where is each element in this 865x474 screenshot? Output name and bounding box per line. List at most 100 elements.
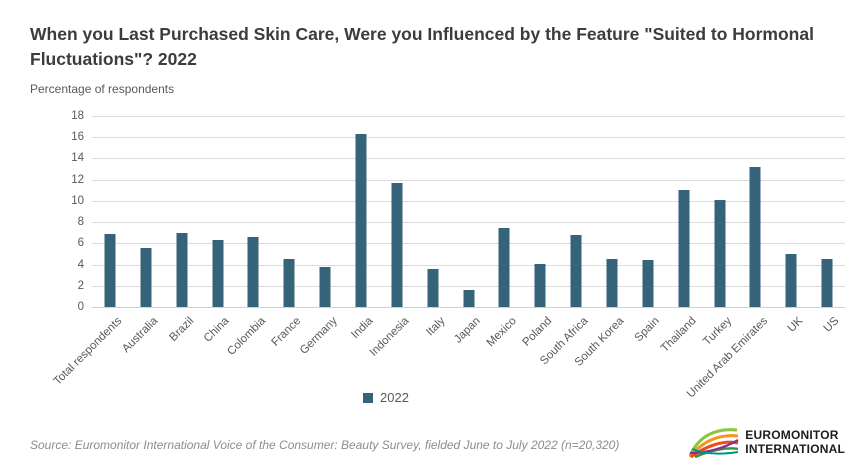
y-tick-label-12: 12: [71, 173, 84, 186]
gridline-2: [92, 285, 845, 287]
x-label-india: India: [349, 315, 376, 342]
bar-total-respondents: [104, 233, 116, 307]
euromonitor-logo: EUROMONITOR INTERNATIONAL: [689, 427, 845, 458]
x-label-slot: Mexico: [484, 308, 522, 418]
y-tick-label-0: 0: [77, 301, 84, 313]
x-label-slot: Thailand: [658, 308, 702, 418]
x-label-slot: South Korea: [573, 308, 630, 418]
bar-germany: [319, 266, 331, 307]
bar-slot: [451, 116, 487, 307]
x-label-slot: Brazil: [164, 308, 200, 418]
bar-series: [92, 116, 845, 307]
x-label-us: US: [821, 315, 842, 335]
bar-slot: [271, 116, 307, 307]
bar-poland: [534, 263, 546, 307]
bar-thailand: [678, 190, 690, 307]
x-label-slot: Germany: [298, 308, 343, 418]
bar-slot: [486, 116, 522, 307]
euromonitor-logo-text: EUROMONITOR INTERNATIONAL: [745, 428, 845, 456]
bar-slot: [164, 116, 200, 307]
bar-slot: [128, 116, 164, 307]
bar-spain: [642, 260, 654, 307]
gridline-10: [92, 200, 845, 202]
bar-slot: [594, 116, 630, 307]
bar-south-africa: [570, 234, 582, 307]
bar-slot: [702, 116, 738, 307]
bar-slot: [235, 116, 271, 307]
gridline-18: [92, 116, 845, 117]
bar-mexico: [498, 228, 510, 307]
y-tick-label-4: 4: [77, 258, 84, 271]
bar-uk: [785, 253, 797, 307]
x-label-poland: Poland: [520, 315, 555, 349]
x-label-slot: Italy: [415, 308, 451, 418]
gridline-8: [92, 222, 845, 224]
source-note: Source: Euromonitor International Voice …: [30, 438, 620, 452]
bar-south-korea: [606, 259, 618, 307]
bar-france: [283, 259, 295, 307]
logo-line2: INTERNATIONAL: [745, 441, 845, 456]
euromonitor-arcs-icon: [689, 428, 739, 458]
bar-slot: [737, 116, 773, 307]
gridline-14: [92, 158, 845, 160]
gridline-16: [92, 137, 845, 139]
y-tick-label-18: 18: [71, 110, 84, 122]
bar-slot: [92, 116, 128, 307]
bar-colombia: [247, 236, 259, 307]
y-axis: 18 16 14 12 10 8 6 4 2 0: [52, 110, 84, 313]
plot-area: [92, 116, 845, 308]
x-label-slot: Spain: [630, 308, 666, 418]
chart-subtitle: Percentage of respondents: [30, 82, 175, 96]
bar-slot: [773, 116, 809, 307]
x-label-slot: Total respondents: [52, 308, 128, 418]
x-label-japan: Japan: [452, 315, 484, 346]
bar-slot: [200, 116, 236, 307]
bar-india: [355, 134, 367, 307]
y-tick-label-14: 14: [71, 152, 84, 165]
x-label-france: France: [269, 315, 304, 349]
x-axis-labels: Total respondents Australia Brazil China Col…: [52, 308, 845, 418]
bar-china: [212, 240, 223, 307]
y-tick-label-8: 8: [77, 216, 84, 229]
y-tick-label-2: 2: [77, 279, 84, 292]
bar-indonesia: [391, 182, 403, 307]
y-tick-label-10: 10: [71, 194, 84, 207]
x-label-slot: Poland: [520, 308, 558, 418]
bar-italy: [427, 268, 439, 307]
x-label-slot: China: [200, 308, 236, 418]
x-label-slot: Japan: [451, 308, 487, 418]
legend: 2022: [363, 390, 409, 405]
bar-australia: [140, 247, 152, 307]
bar-slot: [558, 116, 594, 307]
logo-line1: EUROMONITOR: [745, 428, 839, 443]
x-label-italy: Italy: [423, 315, 448, 339]
bar-slot: [379, 116, 415, 307]
x-label-mexico: Mexico: [484, 315, 519, 350]
gridline-4: [92, 264, 845, 266]
bar-us: [821, 259, 833, 307]
x-label-turkey: Turkey: [700, 315, 735, 349]
x-label-brazil: Brazil: [167, 315, 197, 344]
y-tick-label-16: 16: [71, 131, 84, 144]
bar-brazil: [176, 232, 188, 307]
bar-slot: [307, 116, 343, 307]
gridline-6: [92, 243, 845, 245]
y-tick-label-6: 6: [77, 237, 84, 250]
bar-slot: [343, 116, 379, 307]
bar-united-arab-emirates: [749, 166, 761, 307]
bar-slot: [630, 116, 666, 307]
bar-turkey: [714, 199, 726, 307]
bar-japan: [463, 290, 475, 307]
legend-swatch-icon: [363, 392, 373, 403]
x-label-slot: US: [809, 308, 845, 418]
bar-slot: [809, 116, 845, 307]
legend-label: 2022: [380, 390, 409, 405]
chart-title: When you Last Purchased Skin Care, Were …: [30, 24, 814, 69]
x-label-spain: Spain: [633, 315, 663, 345]
x-label-uk: UK: [785, 315, 806, 335]
gridline-0: [92, 307, 845, 308]
x-label-slot: France: [269, 308, 307, 418]
bar-slot: [666, 116, 702, 307]
